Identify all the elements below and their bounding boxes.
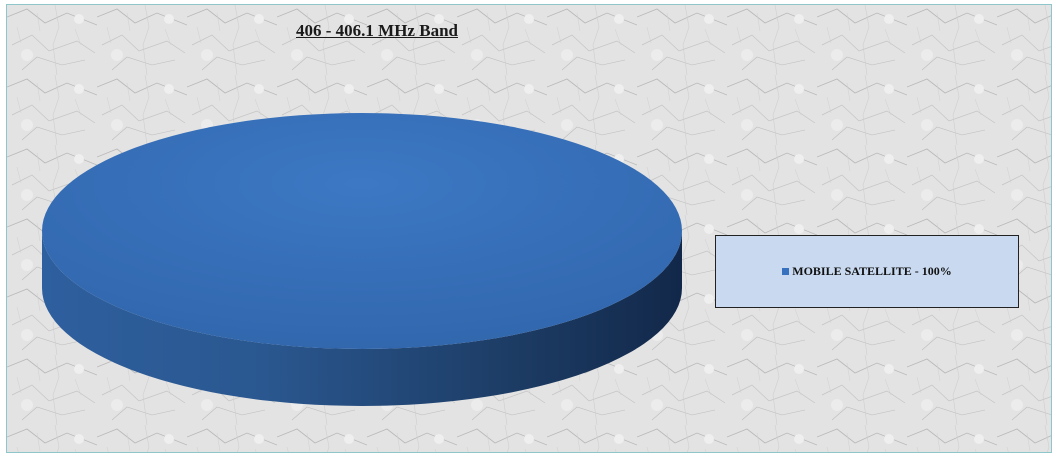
legend-label: MOBILE SATELLITE - 100% <box>792 264 952 278</box>
pie-slice-side <box>42 231 682 406</box>
legend: MOBILE SATELLITE - 100% <box>715 235 1019 308</box>
pie-slice <box>42 113 682 349</box>
chart-title: 406 - 406.1 MHz Band <box>296 21 458 40</box>
pie-group <box>42 113 682 406</box>
pie-chart <box>7 5 1051 452</box>
chart-frame: 406 - 406.1 MHz Band MOBILE SATELLITE - … <box>6 4 1052 453</box>
legend-swatch <box>782 268 790 275</box>
